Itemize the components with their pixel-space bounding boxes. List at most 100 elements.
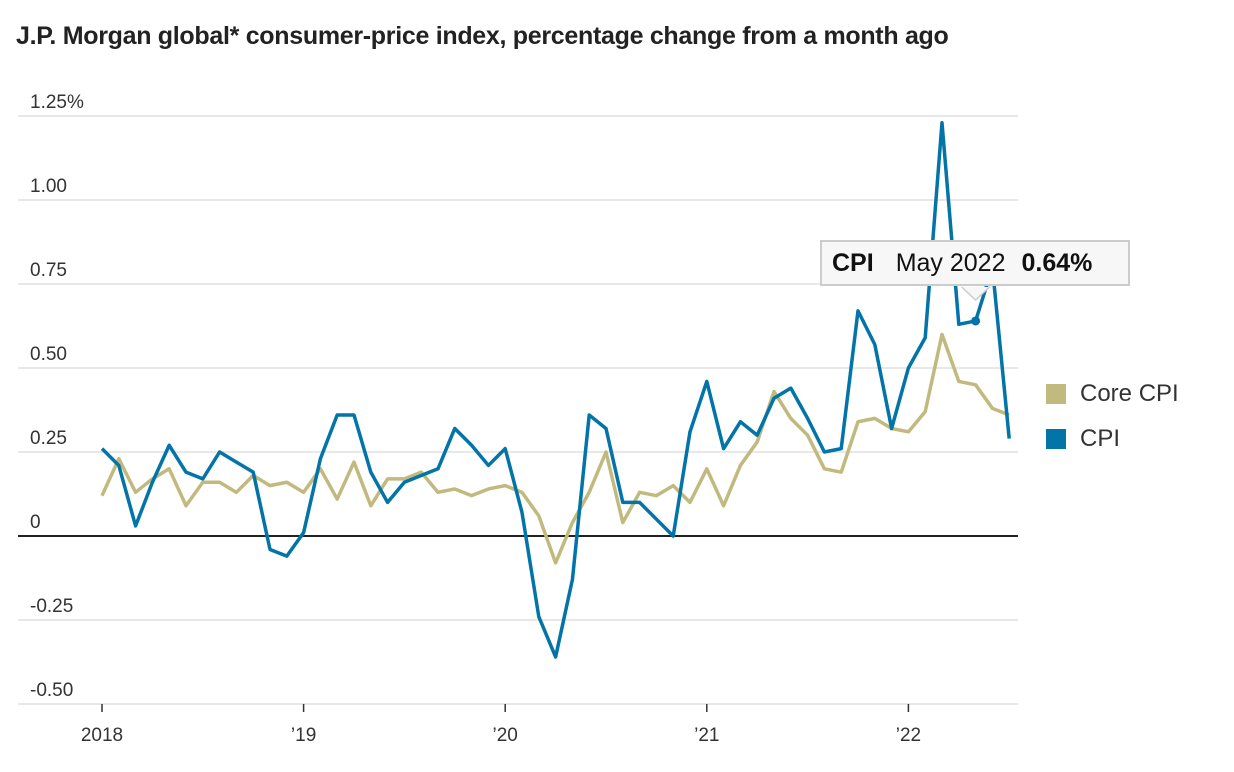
x-tick-label: ’21	[694, 725, 719, 746]
data-point[interactable]	[953, 318, 965, 330]
data-point[interactable]	[919, 332, 931, 344]
data-point[interactable]	[886, 422, 898, 434]
data-point[interactable]	[180, 466, 192, 478]
data-point[interactable]	[852, 416, 864, 428]
data-point[interactable]	[718, 443, 730, 455]
data-point[interactable]	[298, 486, 310, 498]
data-point[interactable]	[180, 500, 192, 512]
data-point[interactable]	[96, 443, 108, 455]
data-point[interactable]	[869, 412, 881, 424]
data-point[interactable]	[281, 550, 293, 562]
data-point[interactable]	[550, 557, 562, 569]
data-point[interactable]	[214, 476, 226, 488]
data-point[interactable]	[600, 422, 612, 434]
data-point[interactable]	[214, 446, 226, 458]
data-point[interactable]	[197, 473, 209, 485]
data-point[interactable]	[348, 409, 360, 421]
data-point[interactable]	[617, 496, 629, 508]
data-point[interactable]	[583, 486, 595, 498]
series-line	[100, 120, 1011, 659]
data-point[interactable]	[550, 651, 562, 663]
data-point[interactable]	[835, 466, 847, 478]
data-point[interactable]	[953, 375, 965, 387]
data-point[interactable]	[919, 406, 931, 418]
data-point[interactable]	[281, 476, 293, 488]
data-point[interactable]	[667, 530, 679, 542]
data-point[interactable]	[466, 490, 478, 502]
data-point[interactable]	[818, 463, 830, 475]
data-point[interactable]	[499, 443, 511, 455]
data-point[interactable]	[432, 463, 444, 475]
data-point[interactable]	[449, 483, 461, 495]
data-point[interactable]	[701, 463, 713, 475]
data-point[interactable]	[785, 382, 797, 394]
data-point[interactable]	[298, 527, 310, 539]
legend-item-cpi[interactable]: CPI	[1046, 425, 1120, 453]
data-point[interactable]	[734, 459, 746, 471]
data-point[interactable]	[331, 409, 343, 421]
data-point[interactable]	[650, 513, 662, 525]
data-point[interactable]	[902, 426, 914, 438]
data-point[interactable]	[365, 466, 377, 478]
data-point[interactable]	[768, 392, 780, 404]
data-point[interactable]	[684, 426, 696, 438]
data-point[interactable]	[398, 476, 410, 488]
data-point[interactable]	[734, 416, 746, 428]
data-point[interactable]	[650, 490, 662, 502]
data-point[interactable]	[432, 486, 444, 498]
data-point[interactable]	[482, 459, 494, 471]
data-point[interactable]	[482, 483, 494, 495]
data-point[interactable]	[230, 456, 242, 468]
data-point[interactable]	[684, 496, 696, 508]
data-point[interactable]	[415, 470, 427, 482]
data-point[interactable]	[818, 446, 830, 458]
data-point[interactable]	[146, 476, 158, 488]
data-point[interactable]	[163, 463, 175, 475]
data-point[interactable]	[130, 486, 142, 498]
data-point[interactable]	[230, 486, 242, 498]
data-point[interactable]	[936, 328, 948, 340]
data-point[interactable]	[1003, 433, 1015, 445]
data-point[interactable]	[348, 456, 360, 468]
data-point[interactable]	[365, 500, 377, 512]
data-point[interactable]	[751, 429, 763, 441]
data-point[interactable]	[331, 493, 343, 505]
data-point[interactable]	[634, 496, 646, 508]
data-point[interactable]	[583, 409, 595, 421]
legend-swatch-core-cpi	[1046, 384, 1066, 404]
data-point[interactable]	[382, 473, 394, 485]
data-point[interactable]	[701, 375, 713, 387]
data-point[interactable]	[566, 574, 578, 586]
data-point[interactable]	[264, 543, 276, 555]
data-point[interactable]	[382, 496, 394, 508]
data-point[interactable]	[449, 422, 461, 434]
data-point[interactable]	[516, 506, 528, 518]
data-point[interactable]	[835, 443, 847, 455]
data-point[interactable]	[936, 117, 948, 129]
data-point[interactable]	[902, 362, 914, 374]
data-point[interactable]	[802, 429, 814, 441]
data-point[interactable]	[802, 412, 814, 424]
data-point[interactable]	[466, 439, 478, 451]
data-point[interactable]	[264, 480, 276, 492]
data-point[interactable]	[163, 439, 175, 451]
y-tick-label: 0.25	[30, 428, 67, 449]
data-point[interactable]	[96, 490, 108, 502]
data-point[interactable]	[130, 520, 142, 532]
data-point[interactable]	[869, 338, 881, 350]
data-point[interactable]	[533, 510, 545, 522]
data-point[interactable]	[852, 305, 864, 317]
data-point[interactable]	[970, 379, 982, 391]
data-point[interactable]	[247, 466, 259, 478]
data-point[interactable]	[785, 412, 797, 424]
data-point[interactable]	[986, 402, 998, 414]
data-point[interactable]	[617, 517, 629, 529]
data-point[interactable]	[667, 480, 679, 492]
tooltip: CPI May 2022 0.64%	[820, 240, 1130, 286]
data-point[interactable]	[499, 480, 511, 492]
data-point[interactable]	[113, 459, 125, 471]
data-point[interactable]	[314, 453, 326, 465]
data-point[interactable]	[718, 500, 730, 512]
legend-item-core-cpi[interactable]: Core CPI	[1046, 380, 1179, 408]
data-point[interactable]	[533, 611, 545, 623]
